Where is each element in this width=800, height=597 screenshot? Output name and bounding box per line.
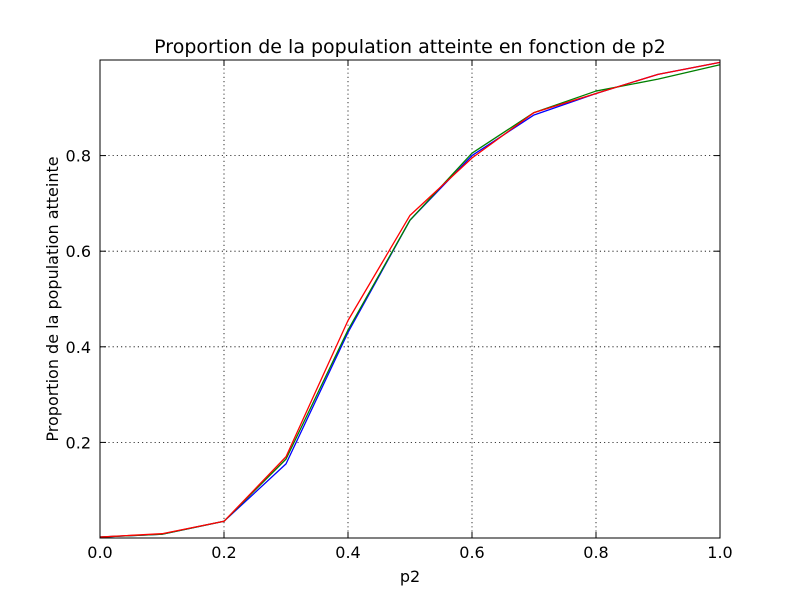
x-tick-label: 0.4 bbox=[335, 543, 360, 562]
x-tick-label: 1.0 bbox=[707, 543, 732, 562]
series-line-3 bbox=[99, 61, 721, 538]
plot-frame bbox=[99, 59, 721, 539]
x-axis-label: p2 bbox=[400, 567, 420, 586]
ticks: 0.0 0.2 0.4 0.6 0.8 1.0 0.2 0.4 0.6 0.8 bbox=[66, 60, 733, 562]
x-tick-label: 0.2 bbox=[211, 543, 236, 562]
y-tick-label: 0.8 bbox=[66, 147, 91, 166]
chart-title: Proportion de la population atteinte en … bbox=[154, 36, 666, 58]
x-tick-label: 0.0 bbox=[87, 543, 112, 562]
y-tick-label: 0.4 bbox=[66, 338, 91, 357]
y-tick-label: 0.6 bbox=[66, 242, 91, 261]
y-axis-label: Proportion de la population atteinte bbox=[43, 156, 62, 441]
x-tick-label: 0.6 bbox=[459, 543, 484, 562]
y-tick-label: 0.2 bbox=[66, 433, 91, 452]
grid bbox=[100, 60, 720, 538]
series-layer bbox=[99, 61, 721, 538]
x-tick-label: 0.8 bbox=[583, 543, 608, 562]
